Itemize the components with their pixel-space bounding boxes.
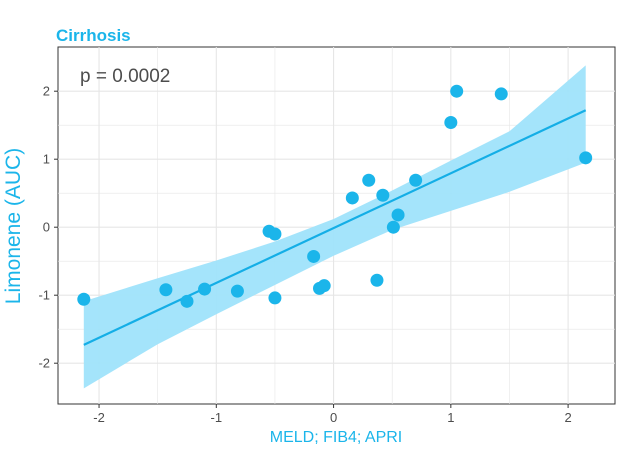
data-point	[579, 151, 593, 165]
x-axis-ticks: -2 -1 0 1 2	[93, 404, 572, 425]
regression-line	[83, 109, 587, 346]
data-point	[494, 87, 508, 101]
x-tick-label: 0	[330, 410, 337, 425]
p-value-annotation: p = 0.0002	[80, 66, 170, 87]
data-point	[376, 188, 390, 202]
y-tick-label: -2	[38, 356, 50, 371]
data-points	[77, 84, 593, 308]
data-point	[268, 227, 282, 241]
y-tick-label: -1	[38, 288, 50, 303]
data-point	[370, 273, 384, 287]
data-point	[391, 208, 405, 222]
data-point	[362, 173, 376, 187]
data-point	[307, 249, 321, 263]
y-tick-label: 1	[43, 152, 50, 167]
data-point	[317, 279, 331, 293]
y-axis-ticks: -2 -1 0 1 2	[38, 84, 58, 371]
data-point	[77, 292, 91, 306]
x-tick-label: -2	[93, 410, 105, 425]
data-point	[180, 294, 194, 308]
x-axis-label: MELD; FIB4; APRI	[270, 429, 402, 446]
data-point	[268, 291, 282, 305]
data-point	[198, 282, 212, 296]
data-point	[345, 191, 359, 205]
grid-lines	[58, 47, 615, 404]
fit-line	[83, 109, 587, 346]
chart-title: Cirrhosis	[56, 26, 131, 45]
data-point	[230, 284, 244, 298]
data-point	[159, 283, 173, 297]
data-point	[386, 220, 400, 234]
y-tick-label: 2	[43, 84, 50, 99]
data-point	[444, 115, 458, 129]
data-point	[450, 84, 464, 98]
data-point	[409, 173, 423, 187]
y-axis-label: Limonene (AUC)	[2, 148, 25, 304]
x-tick-label: 1	[447, 410, 454, 425]
x-tick-label: 2	[564, 410, 571, 425]
y-tick-label: 0	[43, 220, 50, 235]
x-tick-label: -1	[211, 410, 223, 425]
